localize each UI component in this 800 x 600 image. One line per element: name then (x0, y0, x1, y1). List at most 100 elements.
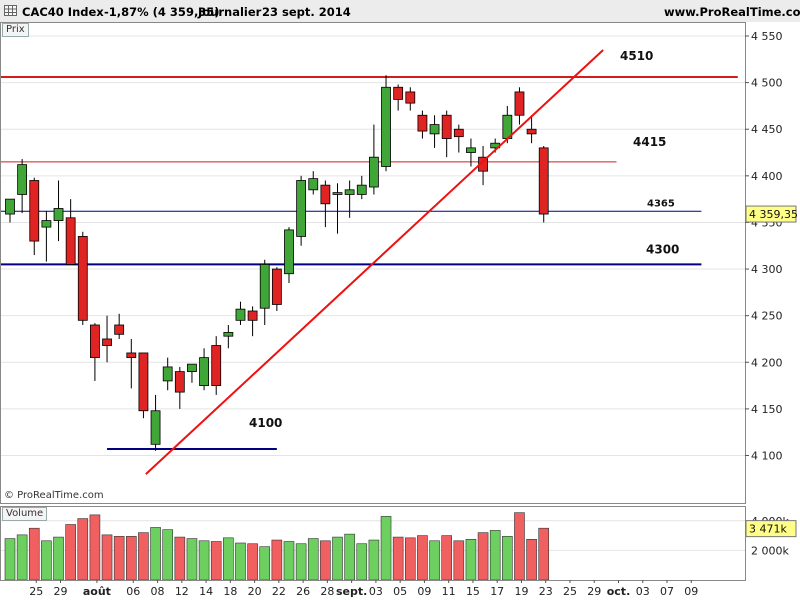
candle-body (29, 180, 40, 242)
candlestick-series (5, 75, 549, 451)
volume-bar (259, 546, 271, 581)
date-tick-label: 11 (442, 585, 456, 598)
candle (526, 115, 537, 144)
candle-body (405, 91, 416, 104)
chart-header: CAC40 Index -1,87% (4 359,35) Journalier… (0, 0, 800, 22)
candle (405, 87, 416, 111)
level-label-4100: 4100 (249, 416, 282, 430)
date-tick-label: oct. (607, 585, 631, 598)
copyright-label: © ProRealTime.com (4, 490, 104, 501)
website-label[interactable]: www.ProRealTime.com (664, 5, 800, 19)
volume-bar (404, 537, 416, 581)
candle-body (211, 345, 222, 386)
price-panel-frame (0, 22, 746, 504)
candle-body (296, 180, 307, 237)
volume-bar (465, 538, 477, 581)
date-tick-label: 22 (272, 585, 286, 598)
volume-bar (344, 533, 355, 581)
volume-bar (150, 527, 161, 581)
volume-bar (235, 542, 246, 581)
level-label-4300: 4300 (646, 242, 679, 256)
volume-bar (429, 540, 440, 581)
volume-bar (210, 541, 222, 581)
date-tick-label: 25 (29, 585, 43, 598)
volume-bar (307, 538, 319, 581)
candle (453, 124, 464, 153)
candle (344, 180, 355, 218)
candle (41, 211, 52, 262)
candle (53, 180, 64, 242)
candle (223, 324, 234, 349)
volume-bar (356, 543, 368, 581)
candle-body (150, 410, 161, 445)
candle (429, 115, 440, 148)
candle (211, 336, 222, 395)
volume-tick-label: 2 000k (751, 544, 789, 557)
candle-body (259, 263, 270, 309)
candle (150, 394, 161, 451)
candle (199, 348, 209, 391)
candle-body (65, 217, 76, 265)
date-tick-label: 17 (490, 585, 504, 598)
instrument-name: CAC40 Index (22, 5, 104, 19)
candle-body (235, 308, 246, 321)
candle (514, 87, 525, 125)
candle-body (320, 184, 331, 205)
volume-bar (417, 535, 428, 581)
date-tick-label: 14 (199, 585, 213, 598)
date-tick-label: 12 (175, 585, 189, 598)
candle (126, 338, 137, 389)
level-label-4510: 4510 (620, 49, 653, 63)
candle-body (114, 324, 125, 335)
volume-bar (138, 532, 149, 581)
candle (441, 110, 452, 158)
candle (356, 175, 367, 200)
candle (393, 84, 404, 111)
candle (90, 323, 100, 381)
price-tick-label: 4 300 (751, 263, 783, 276)
date-tick-label: 23 (539, 585, 553, 598)
volume-bar (392, 536, 404, 581)
trendline (145, 49, 604, 475)
candle (5, 198, 15, 223)
price-tick-label: 4 450 (751, 123, 783, 136)
date-tick-label: 07 (660, 585, 674, 598)
price-tick-label: 4 550 (751, 30, 783, 43)
volume-bar (162, 529, 173, 581)
date-tick-label: 03 (636, 585, 650, 598)
cac40-chart: 4510 4415 4365 4300 4100 4 100 4 150 4 200 4 25… (0, 22, 798, 598)
candle-body (308, 178, 319, 191)
candle (138, 352, 149, 419)
candle (271, 267, 282, 312)
volume-bar (126, 536, 137, 581)
candle (296, 175, 307, 246)
volume-bar (223, 537, 234, 581)
candle-body (368, 156, 379, 188)
level-labels: 4510 4415 4365 4300 4100 (249, 49, 679, 430)
level-label-4365: 4365 (647, 198, 675, 209)
daily-change: -1,87% (4 359,35) (104, 5, 220, 19)
volume-bar (283, 541, 295, 581)
grid-menu-icon[interactable] (4, 5, 17, 16)
candle-body (538, 147, 549, 215)
price-tick-label: 4 400 (751, 170, 783, 183)
candle-body (514, 91, 525, 116)
candle-body (381, 86, 391, 167)
volume-bar (380, 516, 392, 581)
volume-bar (538, 527, 550, 581)
candle-body (90, 324, 100, 359)
date-tick-label: 25 (563, 585, 577, 598)
volume-bar (489, 530, 501, 581)
volume-bar (526, 538, 537, 581)
chart-date: 23 sept. 2014 (262, 5, 351, 19)
volume-bar (77, 518, 89, 581)
candle-body (102, 338, 112, 346)
price-tick-label: 4 250 (751, 310, 783, 323)
price-tick-label: 4 200 (751, 356, 783, 369)
candle-body (199, 357, 209, 386)
date-tick-label: août (83, 585, 111, 598)
price-panel-label: Prix (2, 23, 29, 37)
date-tick-label: 26 (296, 585, 310, 598)
candle (538, 146, 549, 223)
candle-body (41, 220, 52, 228)
